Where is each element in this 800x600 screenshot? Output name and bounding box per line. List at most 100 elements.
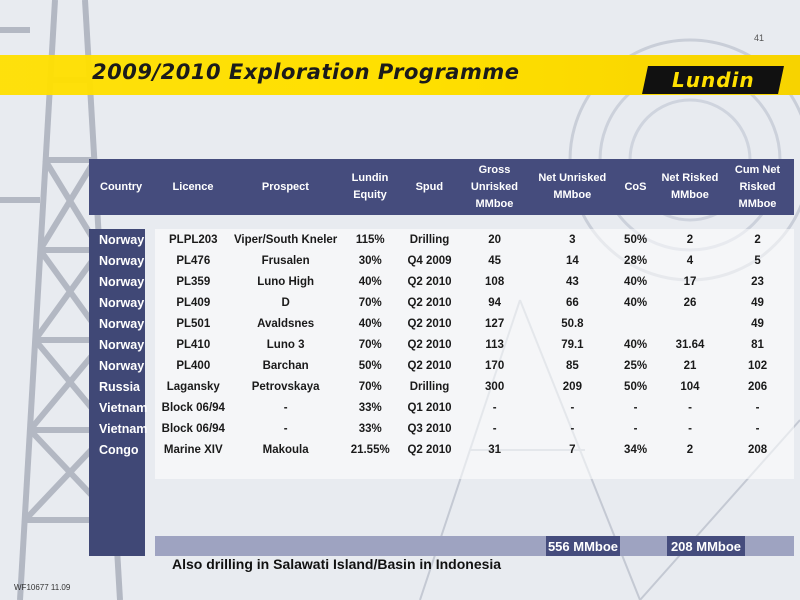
total-net-risked: 208 MMboe <box>667 536 745 556</box>
cell-licence: Lagansky <box>166 380 220 393</box>
cell-lundin-equity: 70% <box>358 338 382 351</box>
cell-country: Norway <box>99 337 145 352</box>
cell-spud: Q2 2010 <box>407 275 452 288</box>
cell-net-risked: 26 <box>683 296 697 309</box>
cell-country: Russia <box>99 379 140 394</box>
cell-lundin-equity: 30% <box>358 254 382 267</box>
cell-licence: PL400 <box>176 359 211 372</box>
cell-cum-net-risked: 49 <box>751 317 764 330</box>
cell-gross-unrisked: - <box>492 422 497 435</box>
table-body: Norway PLPL203 Viper/South Kneler 115% Drill… <box>89 215 794 556</box>
country-column-band <box>89 229 145 556</box>
cell-cum-net-risked: 102 <box>747 359 768 372</box>
cell-cos: 28% <box>624 254 648 267</box>
cell-spud: Q3 2010 <box>407 422 452 435</box>
table-row: Norway PL476 Frusalen 30% Q4 2009 45 14 28% 4 5 <box>89 250 794 271</box>
cell-cum-net-risked: - <box>755 401 760 414</box>
cell-licence: PL359 <box>176 275 211 288</box>
cell-spud: Q2 2010 <box>407 359 452 372</box>
cell-prospect: Avaldsnes <box>257 317 315 330</box>
cell-cos: - <box>633 422 638 435</box>
cell-country: Norway <box>99 274 145 289</box>
cell-licence: Block 06/94 <box>161 422 225 435</box>
table-row: Norway PL409 D 70% Q2 2010 94 66 40% 26 49 <box>89 292 794 313</box>
table-row: Congo Marine XIV Makoula 21.55% Q2 2010 31 7 34… <box>89 439 794 460</box>
cell-gross-unrisked: - <box>492 401 497 414</box>
page-title: 2009/2010 Exploration Programme <box>92 60 520 84</box>
cell-cos: 34% <box>624 443 648 456</box>
cell-country: Norway <box>99 316 145 331</box>
header-prospect: Prospect <box>261 180 309 193</box>
table-row: Norway PL501 Avaldsnes 40% Q2 2010 127 50.8 49 <box>89 313 794 334</box>
cell-lundin-equity: 115% <box>355 233 385 246</box>
cell-net-risked: 17 <box>683 275 697 288</box>
cell-net-risked: 4 <box>686 254 694 267</box>
cell-spud: Drilling <box>409 233 450 246</box>
cell-licence: PL476 <box>176 254 211 267</box>
cell-net-risked: 104 <box>680 380 700 393</box>
cell-net-unrisked: - <box>570 401 575 414</box>
cell-cos: 40% <box>624 296 648 309</box>
cell-lundin-equity: 40% <box>358 317 382 330</box>
cell-cum-net-risked: 81 <box>751 338 764 351</box>
cell-lundin-equity: 50% <box>358 359 382 372</box>
cell-prospect: D <box>281 296 290 309</box>
cell-cos: 50% <box>624 380 648 393</box>
logo-text: Lundin <box>671 68 755 92</box>
table-row: Norway PLPL203 Viper/South Kneler 115% Drill… <box>89 229 794 250</box>
cell-spud: Q2 2010 <box>407 338 452 351</box>
cell-gross-unrisked: 127 <box>485 317 505 330</box>
table-row: Russia Lagansky Petrovskaya 70% Drilling 300 2… <box>89 376 794 397</box>
header-spud: Spud <box>415 180 444 193</box>
cell-gross-unrisked: 113 <box>485 338 504 351</box>
total-net-unrisked: 556 MMboe <box>546 536 620 556</box>
cell-net-unrisked: 14 <box>565 254 579 267</box>
cell-licence: Marine XIV <box>163 443 223 456</box>
table-row: Norway PL400 Barchan 50% Q2 2010 170 85 25% 21 10… <box>89 355 794 376</box>
cell-cos: 40% <box>624 338 648 351</box>
cell-licence: PL409 <box>176 296 211 309</box>
cell-net-unrisked: 3 <box>569 233 576 246</box>
lundin-logo: Lundin <box>642 66 784 94</box>
cell-gross-unrisked: 20 <box>488 233 502 246</box>
cell-prospect: - <box>283 401 288 414</box>
cell-cum-net-risked: 5 <box>754 254 761 267</box>
cell-prospect: Viper/South Kneler <box>233 233 338 246</box>
cell-cum-net-risked: 2 <box>754 233 761 246</box>
cell-licence: PL410 <box>176 338 211 351</box>
page-number: 41 <box>753 33 764 43</box>
cell-country: Norway <box>99 358 145 373</box>
table-row: Norway PL359 Luno High 40% Q2 2010 108 43 40% 17… <box>89 271 794 292</box>
cell-net-unrisked: - <box>570 422 575 435</box>
cell-spud: Q1 2010 <box>407 401 452 414</box>
totals-bar: 556 MMboe 208 MMboe <box>155 536 794 556</box>
header-gross-unrisked: Gross Unrisked MMboe <box>470 163 518 210</box>
table-row: Vietnam Block 06/94 - 33% Q3 2010 - - - - - <box>89 418 794 439</box>
cell-gross-unrisked: 45 <box>488 254 502 267</box>
cell-cos: 40% <box>624 275 648 288</box>
cell-spud: Q2 2010 <box>407 317 452 330</box>
header-licence: Licence <box>172 180 214 193</box>
cell-net-risked: - <box>688 401 692 414</box>
cell-prospect: Frusalen <box>261 254 310 267</box>
cell-cum-net-risked: 208 <box>747 443 768 456</box>
header-net-unrisked: Net Unrisked MMboe <box>538 172 607 201</box>
cell-gross-unrisked: 94 <box>488 296 502 309</box>
cell-lundin-equity: 70% <box>358 296 382 309</box>
cell-gross-unrisked: 31 <box>488 443 502 456</box>
cell-prospect: Makoula <box>262 443 309 456</box>
cell-gross-unrisked: 108 <box>485 275 505 288</box>
cell-prospect: Petrovskaya <box>251 380 320 393</box>
cell-prospect: Barchan <box>262 359 309 372</box>
cell-country: Norway <box>99 232 145 247</box>
cell-net-unrisked: 7 <box>569 443 576 456</box>
cell-lundin-equity: 33% <box>358 401 382 414</box>
table-header-row: Country Licence Prospect Lundin Equity S… <box>89 159 794 215</box>
cell-cum-net-risked: 49 <box>751 296 764 309</box>
cell-cum-net-risked: 206 <box>747 380 768 393</box>
cell-gross-unrisked: 300 <box>485 380 505 393</box>
cell-prospect: Luno High <box>257 275 315 288</box>
cell-net-risked: 2 <box>686 443 694 456</box>
document-code: WF10677 11.09 <box>14 583 71 592</box>
cell-licence: PLPL203 <box>169 233 218 246</box>
